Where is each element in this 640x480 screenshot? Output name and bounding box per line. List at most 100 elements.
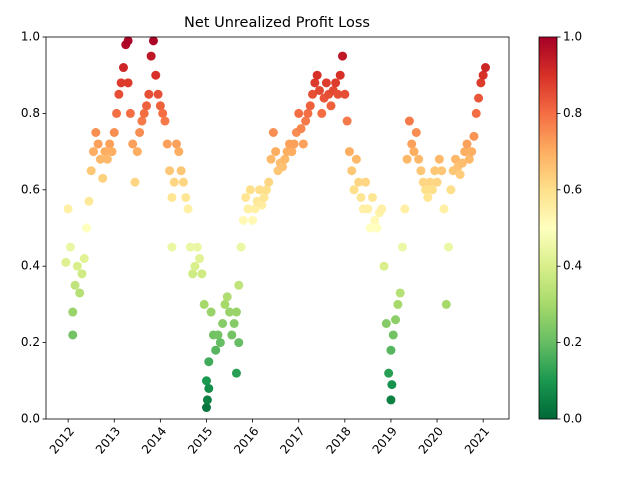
- point: [370, 215, 380, 225]
- point: [167, 242, 177, 252]
- point: [225, 307, 235, 317]
- point: [451, 154, 461, 164]
- colorbar: [538, 36, 558, 420]
- point: [190, 261, 200, 271]
- point: [388, 330, 398, 340]
- point: [317, 108, 327, 118]
- x-tick-label: 2021: [462, 424, 492, 456]
- point: [77, 269, 87, 279]
- point: [144, 89, 154, 99]
- point: [471, 108, 481, 118]
- point: [61, 257, 71, 267]
- point: [261, 185, 271, 195]
- point: [234, 280, 244, 290]
- point: [423, 192, 433, 202]
- point: [287, 147, 297, 157]
- point: [464, 154, 474, 164]
- point: [296, 124, 306, 134]
- point: [259, 192, 269, 202]
- point: [100, 147, 110, 157]
- point: [460, 147, 470, 157]
- point: [202, 395, 212, 405]
- point: [474, 93, 484, 103]
- point: [386, 345, 396, 355]
- point: [407, 139, 417, 149]
- point: [414, 154, 424, 164]
- point: [243, 204, 253, 214]
- point: [201, 376, 211, 386]
- point: [356, 192, 366, 202]
- point: [88, 147, 98, 157]
- point: [128, 139, 138, 149]
- point: [174, 147, 184, 157]
- point: [176, 166, 186, 176]
- point: [195, 254, 205, 264]
- point: [116, 78, 126, 88]
- point: [457, 158, 467, 168]
- point: [280, 154, 290, 164]
- point: [181, 192, 191, 202]
- point: [278, 162, 288, 172]
- point: [95, 154, 105, 164]
- point: [331, 78, 341, 88]
- colorbar-tick-label: 0.8: [563, 106, 582, 120]
- point: [109, 128, 119, 137]
- point: [421, 185, 431, 195]
- point: [68, 330, 78, 340]
- point: [446, 185, 456, 195]
- point: [294, 108, 304, 118]
- point: [349, 185, 359, 195]
- point: [229, 319, 239, 328]
- point: [93, 139, 103, 149]
- point: [312, 70, 322, 80]
- point: [204, 383, 214, 393]
- point: [98, 173, 108, 183]
- point: [79, 254, 89, 264]
- point: [199, 299, 209, 309]
- point: [162, 139, 172, 149]
- point: [271, 147, 281, 157]
- x-tick-label: 2013: [93, 424, 123, 456]
- x-tick-label: 2012: [47, 424, 77, 456]
- point: [289, 139, 299, 149]
- point: [146, 51, 156, 61]
- point: [391, 315, 401, 325]
- point: [211, 345, 221, 355]
- point: [231, 307, 241, 317]
- point: [335, 70, 345, 80]
- point: [72, 261, 82, 271]
- point: [381, 319, 391, 328]
- point: [344, 147, 354, 157]
- colorbar-tick-label: 0.0: [563, 412, 582, 426]
- point: [183, 204, 193, 214]
- point: [234, 338, 244, 348]
- point: [264, 177, 274, 187]
- point: [432, 177, 442, 187]
- point: [206, 307, 216, 317]
- point: [347, 166, 357, 176]
- point: [395, 288, 405, 298]
- point: [63, 204, 73, 214]
- point: [308, 89, 318, 99]
- point: [114, 89, 124, 99]
- point: [75, 288, 85, 298]
- point: [310, 78, 320, 88]
- point: [231, 368, 241, 378]
- point: [305, 101, 315, 111]
- x-tick-label: 2018: [323, 424, 353, 456]
- point: [70, 280, 80, 290]
- point: [411, 128, 421, 137]
- y-tick-label: 0.0: [21, 412, 40, 426]
- point: [148, 36, 158, 46]
- point: [303, 108, 313, 118]
- point: [441, 299, 451, 309]
- point: [220, 299, 230, 309]
- point: [135, 128, 145, 137]
- x-tick-label: 2019: [370, 424, 400, 456]
- point: [363, 204, 373, 214]
- point: [266, 154, 276, 164]
- point: [178, 177, 188, 187]
- point: [167, 192, 177, 202]
- point: [188, 269, 198, 279]
- point: [397, 242, 407, 252]
